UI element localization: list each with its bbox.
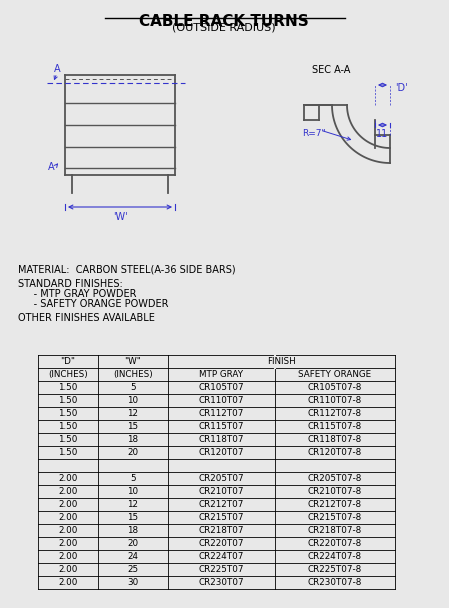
Text: CR115T07-8: CR115T07-8 bbox=[308, 422, 362, 431]
Text: 15: 15 bbox=[128, 422, 139, 431]
Text: (OUTSIDE RADIUS): (OUTSIDE RADIUS) bbox=[172, 22, 276, 32]
Text: 10: 10 bbox=[128, 396, 139, 405]
Text: 18: 18 bbox=[128, 435, 139, 444]
Text: CR215T07-8: CR215T07-8 bbox=[308, 513, 362, 522]
Text: 2.00: 2.00 bbox=[58, 487, 78, 496]
Text: (INCHES): (INCHES) bbox=[48, 370, 88, 379]
Text: CR120T07: CR120T07 bbox=[199, 448, 244, 457]
Text: 2.00: 2.00 bbox=[58, 539, 78, 548]
Text: CR105T07: CR105T07 bbox=[199, 383, 244, 392]
Text: 1.50: 1.50 bbox=[58, 396, 78, 405]
Text: 15: 15 bbox=[128, 513, 139, 522]
Text: 18: 18 bbox=[128, 526, 139, 535]
Text: R=7": R=7" bbox=[302, 128, 326, 137]
Text: 'D': 'D' bbox=[395, 83, 408, 93]
Text: MATERIAL:  CARBON STEEL(A-36 SIDE BARS): MATERIAL: CARBON STEEL(A-36 SIDE BARS) bbox=[18, 265, 236, 275]
Text: 2.00: 2.00 bbox=[58, 552, 78, 561]
Text: CR105T07-8: CR105T07-8 bbox=[308, 383, 362, 392]
Text: 1.50: 1.50 bbox=[58, 383, 78, 392]
Text: CR205T07-8: CR205T07-8 bbox=[308, 474, 362, 483]
Text: 10: 10 bbox=[128, 487, 139, 496]
Text: CR112T07-8: CR112T07-8 bbox=[308, 409, 362, 418]
Text: 2.00: 2.00 bbox=[58, 513, 78, 522]
Text: "W": "W" bbox=[124, 357, 141, 366]
Text: FINISH: FINISH bbox=[267, 357, 296, 366]
Text: CR115T07: CR115T07 bbox=[199, 422, 244, 431]
Text: 2.00: 2.00 bbox=[58, 474, 78, 483]
Text: 20: 20 bbox=[128, 448, 139, 457]
Text: CR230T07-8: CR230T07-8 bbox=[308, 578, 362, 587]
Text: - MTP GRAY POWDER: - MTP GRAY POWDER bbox=[18, 289, 136, 299]
Text: A: A bbox=[54, 64, 60, 74]
Text: 1.50: 1.50 bbox=[58, 422, 78, 431]
Text: CR212T07-8: CR212T07-8 bbox=[308, 500, 362, 509]
Text: 2.00: 2.00 bbox=[58, 526, 78, 535]
Text: STANDARD FINISHES:: STANDARD FINISHES: bbox=[18, 279, 123, 289]
Text: 5: 5 bbox=[130, 474, 136, 483]
Text: CR218T07: CR218T07 bbox=[199, 526, 244, 535]
Text: CR212T07: CR212T07 bbox=[199, 500, 244, 509]
Text: 11: 11 bbox=[376, 129, 389, 139]
Text: 12: 12 bbox=[128, 409, 138, 418]
Text: A: A bbox=[48, 162, 54, 172]
Text: CR120T07-8: CR120T07-8 bbox=[308, 448, 362, 457]
Text: 30: 30 bbox=[128, 578, 139, 587]
Text: 2.00: 2.00 bbox=[58, 565, 78, 574]
Text: CR210T07-8: CR210T07-8 bbox=[308, 487, 362, 496]
Text: CR210T07: CR210T07 bbox=[199, 487, 244, 496]
Text: CABLE RACK TURNS: CABLE RACK TURNS bbox=[139, 14, 309, 29]
Text: "D": "D" bbox=[61, 357, 75, 366]
Text: CR225T07-8: CR225T07-8 bbox=[308, 565, 362, 574]
Text: CR224T07: CR224T07 bbox=[199, 552, 244, 561]
Text: CR230T07: CR230T07 bbox=[199, 578, 244, 587]
Text: MTP GRAY: MTP GRAY bbox=[199, 370, 243, 379]
Text: 24: 24 bbox=[128, 552, 138, 561]
Text: CR205T07: CR205T07 bbox=[199, 474, 244, 483]
Text: 5: 5 bbox=[130, 383, 136, 392]
Text: 20: 20 bbox=[128, 539, 139, 548]
Text: SEC A-A: SEC A-A bbox=[312, 65, 350, 75]
Text: CR224T07-8: CR224T07-8 bbox=[308, 552, 362, 561]
Text: 1.50: 1.50 bbox=[58, 409, 78, 418]
Text: 1.50: 1.50 bbox=[58, 435, 78, 444]
Text: CR110T07-8: CR110T07-8 bbox=[308, 396, 362, 405]
Text: CR218T07-8: CR218T07-8 bbox=[308, 526, 362, 535]
Text: 2.00: 2.00 bbox=[58, 578, 78, 587]
Text: 12: 12 bbox=[128, 500, 138, 509]
Text: - SAFETY ORANGE POWDER: - SAFETY ORANGE POWDER bbox=[18, 299, 168, 309]
Text: CR215T07: CR215T07 bbox=[199, 513, 244, 522]
Text: (INCHES): (INCHES) bbox=[113, 370, 153, 379]
Text: CR112T07: CR112T07 bbox=[199, 409, 244, 418]
Text: CR220T07-8: CR220T07-8 bbox=[308, 539, 362, 548]
Text: 'W': 'W' bbox=[113, 212, 128, 222]
Text: CR118T07-8: CR118T07-8 bbox=[308, 435, 362, 444]
Text: CR118T07: CR118T07 bbox=[199, 435, 244, 444]
Text: SAFETY ORANGE: SAFETY ORANGE bbox=[299, 370, 372, 379]
Text: 2.00: 2.00 bbox=[58, 500, 78, 509]
Text: OTHER FINISHES AVAILABLE: OTHER FINISHES AVAILABLE bbox=[18, 313, 155, 323]
Text: CR110T07: CR110T07 bbox=[199, 396, 244, 405]
Text: 1.50: 1.50 bbox=[58, 448, 78, 457]
Text: CR225T07: CR225T07 bbox=[199, 565, 244, 574]
Text: 25: 25 bbox=[128, 565, 139, 574]
Text: CR220T07: CR220T07 bbox=[199, 539, 244, 548]
